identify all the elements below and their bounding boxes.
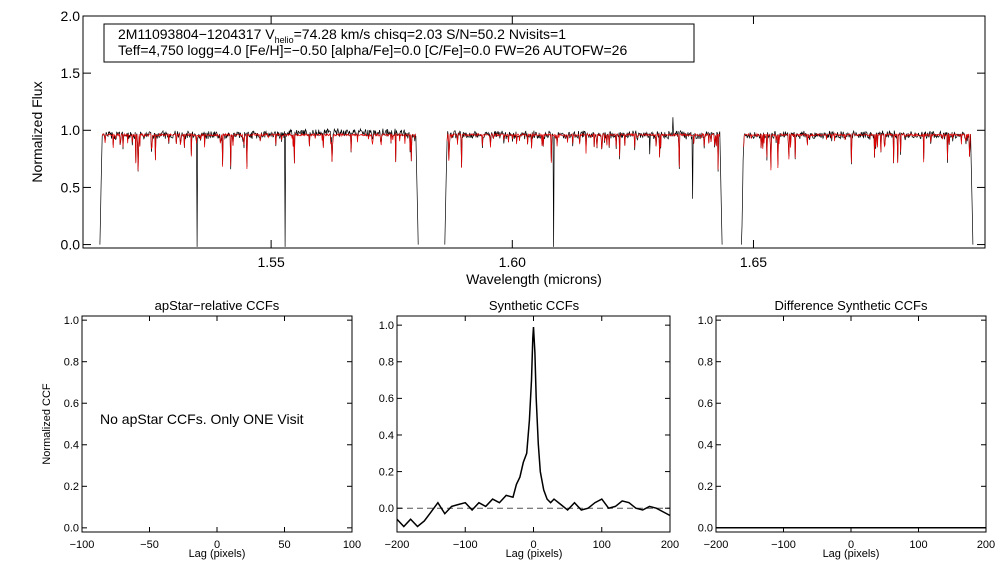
apstar-ccf-x-tick-label: −50: [140, 539, 159, 551]
spectrum-x-tick-label: 1.65: [740, 254, 767, 270]
spectrum-x-tick-label: 1.60: [499, 254, 526, 270]
synthetic-ccf-y-tick-label: 1.0: [379, 320, 394, 332]
synthetic-ccf-panel: −200 −100 0 100 200 0.0 0.2 0.4 0.6 0.8 1.0 Synthe…: [379, 298, 679, 560]
difference-ccf-x-tick-label: −100: [771, 539, 796, 551]
synthetic-ccf-lines: [396, 326, 671, 528]
spectrum-plot-frame: [82, 15, 986, 249]
spectrum-y-tick-label: 0.5: [61, 179, 81, 195]
spectrum-x-tick-label: 1.55: [257, 254, 284, 270]
apstar-ccf-y-tick-label: 0.8: [64, 357, 79, 369]
difference-ccf-y-tick-label: 0.0: [698, 523, 713, 535]
spectrum-y-tick-label: 0.0: [61, 236, 81, 252]
spectrum-y-tick-label: 1.0: [61, 122, 81, 138]
spectrum-info-subscript: helio: [275, 35, 294, 45]
synthetic-ccf-plot-frame: [396, 315, 671, 533]
difference-ccf-title: Difference Synthetic CCFs: [775, 298, 928, 313]
difference-ccf-y-tick-label: 1.0: [698, 315, 713, 327]
apstar-ccf-y-axis-label: Normalized CCF: [41, 383, 53, 465]
synthetic-ccf-ticks: −200 −100 0 100 200 0.0 0.2 0.4 0.6 0.8 1.0: [379, 316, 679, 551]
apstar-ccf-y-tick-label: 0.6: [64, 398, 79, 410]
apstar-ccf-x-axis-label: Lag (pixels): [189, 548, 246, 560]
apstar-ccf-ticks: −100 −50 0 50 100 0.0 0.2 0.4 0.6 0.8 1.0: [64, 315, 361, 551]
difference-ccf-panel: −200 −100 0 100 200 0.0 0.2 0.4 0.6 0.8 1.0 Differ…: [698, 298, 995, 560]
apstar-ccf-plot-frame: [81, 315, 353, 533]
difference-ccf-y-tick-label: 0.6: [698, 398, 713, 410]
spectrum-x-axis-label: Wavelength (microns): [466, 271, 602, 287]
synthetic-ccf-y-tick-label: 0.0: [379, 503, 394, 515]
spectrum-y-axis-label: Normalized Flux: [29, 81, 45, 182]
apstar-ccf-panel: −100 −50 0 50 100 0.0 0.2 0.4 0.6 0.8 1.0 apStar−r…: [41, 298, 361, 560]
synthetic-ccf-line: [396, 326, 671, 528]
difference-ccf-y-tick-label: 0.8: [698, 357, 713, 369]
apstar-ccf-x-tick-label: 0: [214, 539, 220, 551]
observed-spectrum-line: [99, 117, 974, 247]
apstar-ccf-x-tick-label: 50: [278, 539, 290, 551]
difference-ccf-x-tick-label: 100: [909, 539, 927, 551]
spectrum-info-params: =74.28 km/s chisq=2.03 S/N=50.2 Nvisits=…: [294, 26, 567, 42]
spectrum-info-box: [103, 23, 695, 63]
synthetic-ccf-y-tick-label: 0.8: [379, 357, 394, 369]
apstar-ccf-y-tick-label: 0.4: [64, 440, 79, 452]
model-spectrum-line: [101, 132, 971, 171]
synthetic-ccf-x-tick-label: 0: [530, 539, 536, 551]
apstar-ccf-x-tick-label: 100: [343, 539, 361, 551]
spectrum-panel: 1.55 1.60 1.65 0.0 0.5 1.0 1.5 2.0 2M11093804−1…: [29, 8, 986, 287]
spectrum-y-tick-label: 2.0: [61, 8, 81, 24]
difference-ccf-x-axis-label: Lag (pixels): [823, 548, 880, 560]
synthetic-ccf-x-tick-label: −100: [453, 539, 478, 551]
spectrum-y-tick-label: 1.5: [61, 65, 81, 81]
spectrum-lines: [99, 117, 974, 247]
synthetic-ccf-y-tick-label: 0.6: [379, 393, 394, 405]
difference-ccf-x-tick-label: 200: [977, 539, 995, 551]
synthetic-ccf-x-axis-label: Lag (pixels): [506, 548, 563, 560]
apstar-ccf-y-tick-label: 0.0: [64, 523, 79, 535]
synthetic-ccf-x-tick-label: 200: [661, 539, 679, 551]
spectrum-info-line1: 2M11093804−1204317 Vhelio=74.28 km/s chi…: [118, 26, 566, 45]
difference-ccf-y-tick-label: 0.4: [698, 440, 713, 452]
apstar-ccf-title: apStar−relative CCFs: [155, 298, 280, 313]
spectrum-info-line2: Teff=4,750 logg=4.0 [Fe/H]=−0.50 [alpha/…: [118, 42, 627, 58]
apstar-ccf-y-tick-label: 1.0: [64, 315, 79, 327]
synthetic-ccf-x-tick-label: 100: [593, 539, 611, 551]
apstar-ccf-x-tick-label: −100: [70, 539, 95, 551]
difference-ccf-y-tick-label: 0.2: [698, 481, 713, 493]
difference-ccf-ticks: −200 −100 0 100 200 0.0 0.2 0.4 0.6 0.8 1.0: [698, 315, 995, 551]
apstar-ccf-y-tick-label: 0.2: [64, 481, 79, 493]
synthetic-ccf-x-tick-label: −200: [385, 539, 410, 551]
synthetic-ccf-y-tick-label: 0.4: [379, 430, 394, 442]
difference-ccf-x-tick-label: 0: [848, 539, 854, 551]
difference-ccf-plot-frame: [715, 315, 987, 533]
spectrum-info-star: 2M11093804−1204317 V: [118, 26, 275, 42]
spectrum-ticks: 1.55 1.60 1.65 0.0 0.5 1.0 1.5 2.0: [61, 8, 985, 270]
apstar-ccf-annotation: No apStar CCFs. Only ONE Visit: [100, 411, 304, 427]
synthetic-ccf-y-tick-label: 0.2: [379, 466, 394, 478]
synthetic-ccf-title: Synthetic CCFs: [489, 298, 580, 313]
difference-ccf-x-tick-label: −200: [704, 539, 729, 551]
